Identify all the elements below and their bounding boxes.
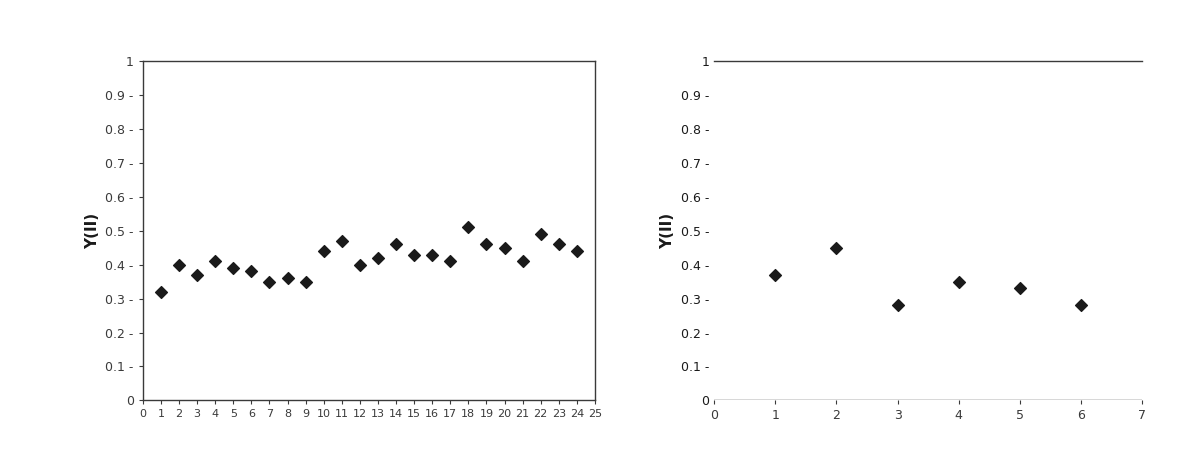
Point [188, 271, 207, 279]
Point [350, 261, 369, 268]
Point [495, 244, 514, 252]
Point [765, 271, 784, 279]
Point [259, 278, 278, 285]
Point [531, 230, 550, 238]
Point [278, 275, 298, 282]
Point [1072, 301, 1091, 309]
Point [242, 268, 261, 275]
Point [405, 251, 424, 258]
Point [332, 237, 351, 245]
Y-axis label: Y(II): Y(II) [660, 213, 675, 249]
Point [950, 278, 969, 285]
Point [440, 258, 459, 265]
Point [827, 244, 846, 252]
Point [151, 288, 170, 296]
Point [888, 301, 907, 309]
Point [550, 241, 569, 248]
Point [568, 247, 587, 255]
Point [513, 258, 532, 265]
Point [422, 251, 441, 258]
Point [1010, 284, 1029, 292]
Point [369, 254, 388, 262]
Point [459, 224, 478, 231]
Point [296, 278, 315, 285]
Y-axis label: Y(II): Y(II) [84, 213, 100, 249]
Point [314, 247, 333, 255]
Point [387, 241, 406, 248]
Point [169, 261, 188, 268]
Point [206, 258, 225, 265]
Point [224, 264, 243, 272]
Point [477, 241, 496, 248]
